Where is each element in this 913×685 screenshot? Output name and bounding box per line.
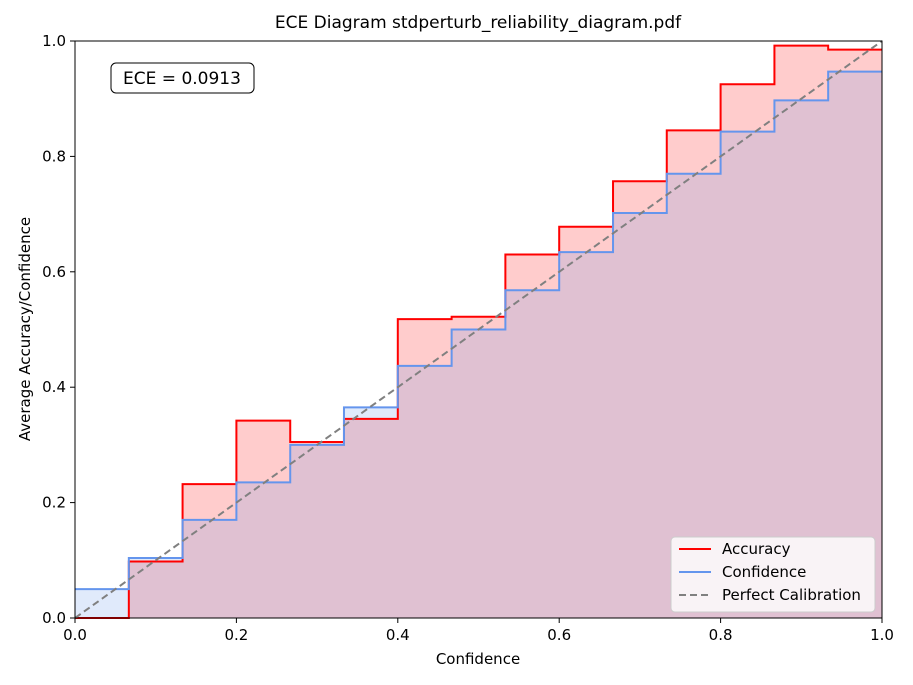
x-tick-label: 0.2 [224, 626, 248, 644]
legend: Accuracy Confidence Perfect Calibration [670, 536, 876, 613]
y-axis-title: Average Accuracy/Confidence [16, 217, 34, 441]
y-tick-label: 0.4 [42, 378, 66, 396]
x-tick-label: 0.8 [709, 626, 733, 644]
x-tick-label: 0.0 [63, 626, 87, 644]
perfect-calibration-line [74, 40, 883, 619]
ece-annotation-text: ECE = 0.0913 [123, 69, 241, 89]
y-tick-label: 1.0 [42, 32, 66, 50]
plot-frame [74, 40, 883, 619]
x-axis-title: Confidence [436, 650, 520, 668]
legend-label-0: Accuracy [722, 540, 791, 558]
legend-label-1: Confidence [722, 563, 806, 581]
y-tick-label: 0.6 [42, 263, 66, 281]
chart-title: ECE Diagram stdperturb_reliability_diagr… [275, 13, 682, 33]
y-tick-label: 0.0 [42, 609, 66, 627]
x-tick-label: 0.6 [547, 626, 571, 644]
x-tick-label: 0.4 [386, 626, 410, 644]
legend-label-2: Perfect Calibration [722, 586, 861, 604]
ece-annotation: ECE = 0.0913 [110, 62, 255, 94]
confidence-fill [75, 71, 882, 619]
y-tick-label: 0.2 [42, 494, 66, 512]
x-tick-label: 1.0 [870, 626, 894, 644]
accuracy-line [75, 44, 882, 619]
y-tick-label: 0.8 [42, 147, 66, 165]
